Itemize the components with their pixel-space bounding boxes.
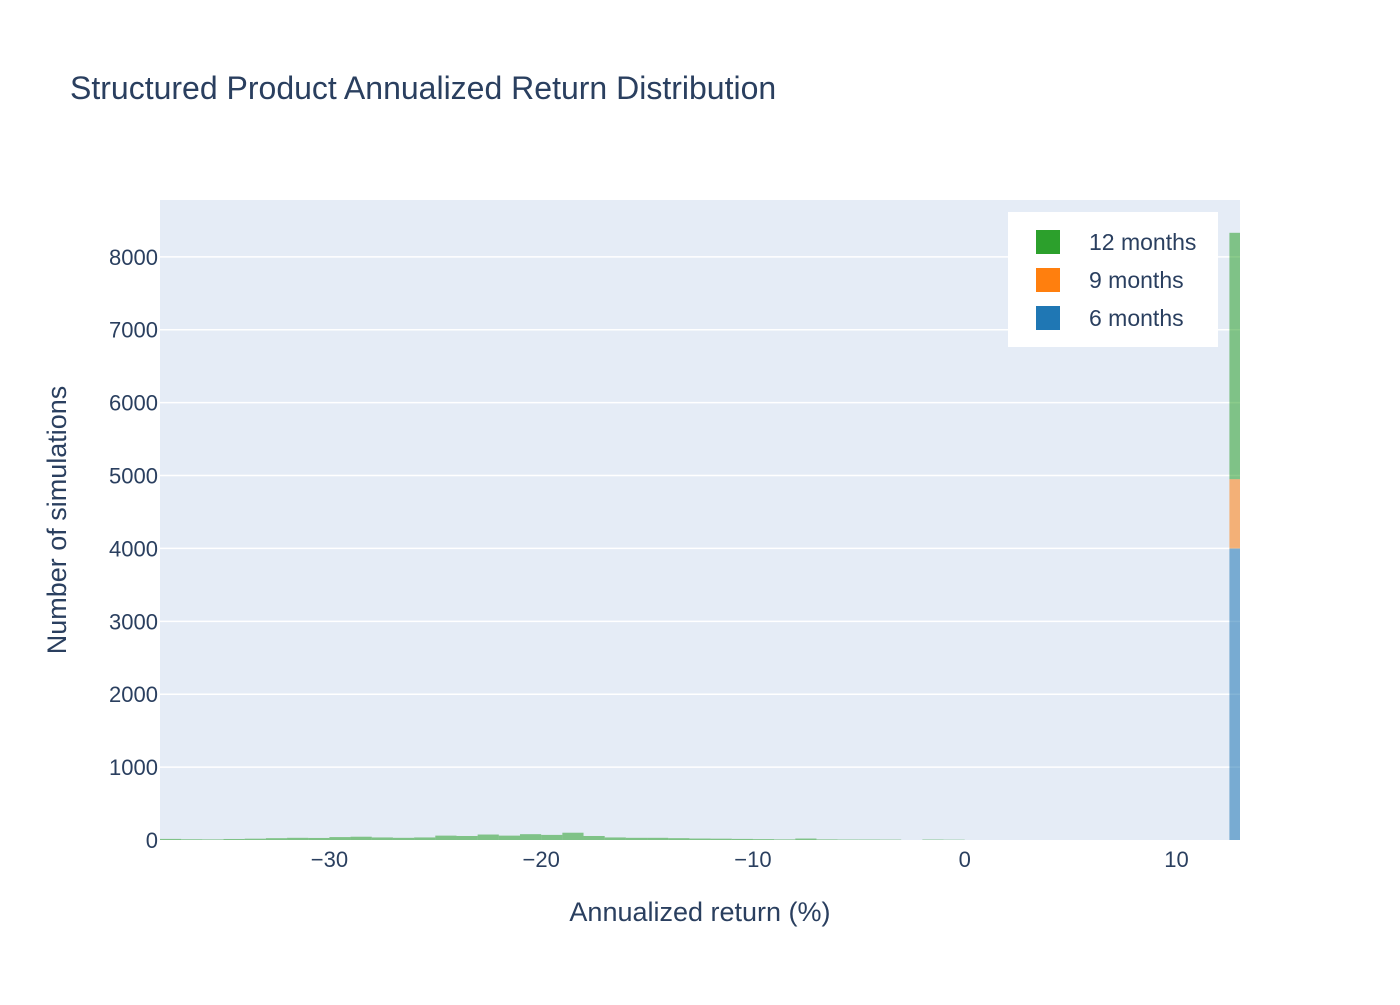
histogram-bar — [245, 839, 266, 840]
histogram-bar — [647, 838, 668, 840]
histogram-bar — [351, 837, 372, 840]
legend-swatch — [1036, 230, 1060, 254]
y-tick-label: 1000 — [109, 755, 158, 780]
x-axis-ticks: −30 −20 −10 0 10 — [311, 847, 1189, 872]
histogram-bar — [753, 839, 774, 840]
y-axis-ticks: 0 1000 2000 3000 4000 5000 6000 7000 8000 — [109, 245, 158, 853]
y-tick-label: 3000 — [109, 609, 158, 634]
x-tick-label: 10 — [1164, 847, 1188, 872]
histogram-bar — [414, 837, 435, 840]
x-tick-label: −10 — [734, 847, 771, 872]
x-tick-label: −30 — [311, 847, 348, 872]
histogram-bar — [626, 838, 647, 840]
histogram-bar — [181, 839, 202, 840]
x-axis-title: Annualized return (%) — [569, 897, 830, 927]
histogram-bar — [329, 837, 350, 840]
histogram-bar — [668, 838, 689, 840]
histogram-bar — [795, 839, 816, 840]
histogram-bar — [308, 838, 329, 840]
histogram-bar — [224, 839, 245, 840]
legend-label: 6 months — [1089, 305, 1184, 331]
chart-title: Structured Product Annualized Return Dis… — [70, 70, 776, 106]
histogram-bar — [160, 839, 181, 840]
y-tick-label: 5000 — [109, 464, 158, 489]
histogram-bar — [541, 835, 562, 840]
histogram-bar — [711, 839, 732, 840]
x-tick-label: 0 — [959, 847, 971, 872]
histogram-bar — [478, 835, 499, 840]
histogram-bar — [287, 838, 308, 840]
histogram-bar — [774, 839, 795, 840]
histogram-bar — [1229, 233, 1240, 479]
histogram-bar — [1229, 548, 1240, 840]
histogram-bar — [202, 839, 223, 840]
y-tick-label: 0 — [146, 828, 158, 853]
histogram-bar — [732, 839, 753, 840]
y-tick-label: 2000 — [109, 682, 158, 707]
histogram-bar — [372, 837, 393, 840]
histogram-bar — [266, 838, 287, 840]
legend-label: 12 months — [1089, 229, 1196, 255]
histogram-bar — [1229, 479, 1240, 548]
y-tick-label: 7000 — [109, 318, 158, 343]
x-tick-label: −20 — [523, 847, 560, 872]
legend-label: 9 months — [1089, 267, 1184, 293]
histogram-bar — [520, 834, 541, 840]
histogram-bar — [816, 839, 837, 840]
legend-swatch — [1036, 268, 1060, 292]
histogram-bar — [435, 836, 456, 840]
y-tick-label: 6000 — [109, 391, 158, 416]
histogram-bar — [689, 839, 710, 840]
histogram-bar — [456, 836, 477, 840]
legend-swatch — [1036, 306, 1060, 330]
y-tick-label: 4000 — [109, 536, 158, 561]
histogram-bar — [499, 836, 520, 840]
y-tick-label: 8000 — [109, 245, 158, 270]
histogram-bar — [562, 833, 583, 840]
legend: 12 months 9 months 6 months — [1008, 212, 1218, 347]
histogram-bar — [584, 836, 605, 840]
histogram-bar — [605, 837, 626, 840]
histogram-bar — [393, 838, 414, 840]
y-axis-title: Number of simulations — [42, 386, 72, 655]
